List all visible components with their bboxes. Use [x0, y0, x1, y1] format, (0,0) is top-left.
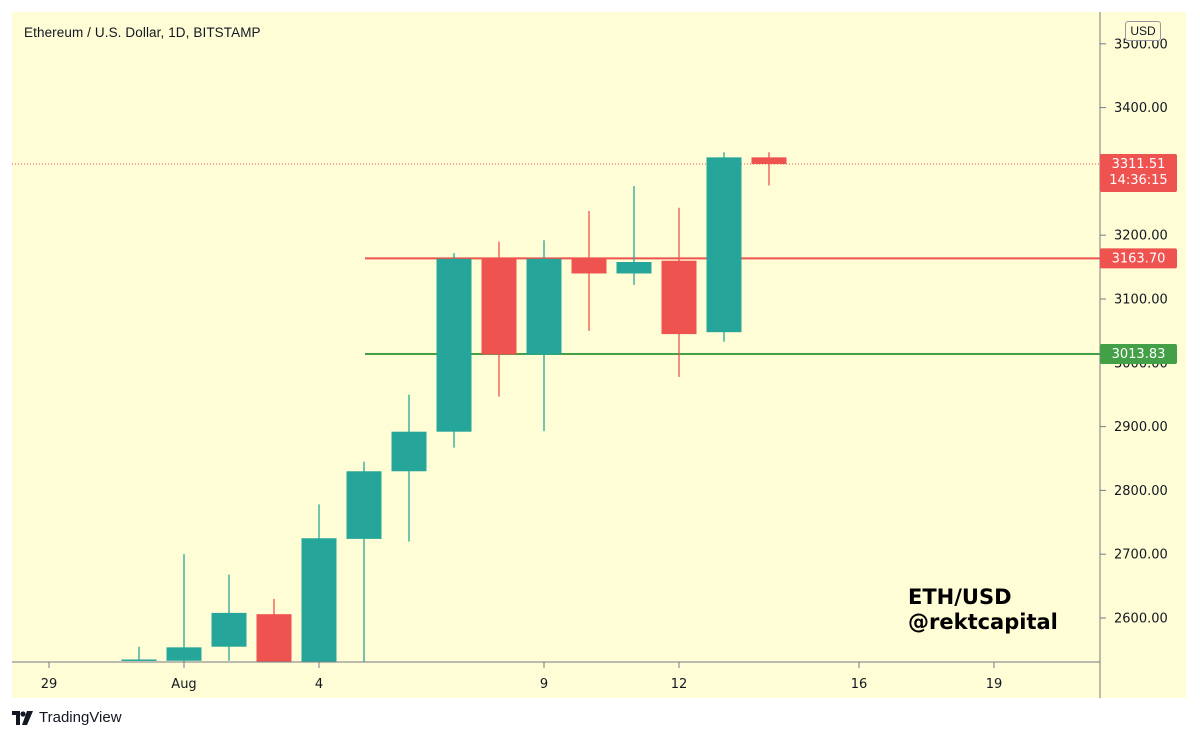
current-price-tag-bg: [1100, 154, 1177, 193]
current-price-tag-text: 3311.51: [1112, 157, 1166, 172]
candle-body: [121, 659, 157, 661]
candle-body: [301, 538, 337, 662]
x-tick-label: 16: [851, 677, 868, 692]
candle-body: [346, 471, 382, 539]
candle-body: [616, 261, 652, 274]
x-tick-label: 9: [540, 677, 548, 692]
footer-brand[interactable]: TradingView: [12, 709, 122, 726]
plot-area: [12, 152, 1100, 662]
y-tick-label: 3500.00: [1114, 37, 1168, 52]
watermark-line2: @rektcapital: [908, 610, 1058, 634]
candle-body: [661, 260, 697, 335]
level-tag-support-text: 3013.83: [1112, 347, 1166, 362]
candle-body: [391, 431, 427, 472]
chart-title: Ethereum / U.S. Dollar, 1D, BITSTAMP: [24, 25, 261, 40]
x-tick-label: Aug: [171, 677, 196, 692]
y-tick-label: 3200.00: [1114, 229, 1168, 244]
candle-body: [166, 647, 202, 661]
x-tick-label: 19: [986, 677, 1003, 692]
candle-body: [481, 258, 517, 355]
level-tag-resistance-text: 3163.70: [1112, 251, 1166, 266]
candle-body: [526, 258, 562, 355]
candle-body: [211, 612, 247, 647]
x-tick-label: 12: [671, 677, 688, 692]
level-tag-resistance-bg: [1100, 248, 1177, 269]
y-tick-label: 2800.00: [1114, 484, 1168, 499]
y-tick-label: 3400.00: [1114, 101, 1168, 116]
watermark: ETH/USD @rektcapital: [908, 585, 1058, 635]
watermark-line1: ETH/USD: [908, 585, 1012, 609]
currency-badge[interactable]: USD: [1125, 21, 1161, 41]
current-price-tag-text: 14:36:15: [1109, 173, 1167, 188]
y-tick-label: 2900.00: [1114, 420, 1168, 435]
x-tick-label: 29: [41, 677, 58, 692]
y-tick-label: 3100.00: [1114, 293, 1168, 308]
candle-body: [436, 258, 472, 432]
x-tick-label: 4: [315, 677, 323, 692]
y-tick-label: 2600.00: [1114, 612, 1168, 627]
candle-body: [571, 258, 607, 274]
chart-area[interactable]: [12, 12, 1186, 698]
candle-body: [256, 614, 292, 662]
level-tag-support-bg: [1100, 343, 1177, 364]
candle-body: [751, 157, 787, 165]
candle-body: [706, 157, 742, 333]
tradingview-logo-icon: [12, 710, 33, 725]
footer-brand-label: TradingView: [39, 709, 122, 726]
y-tick-label: 2700.00: [1114, 548, 1168, 563]
